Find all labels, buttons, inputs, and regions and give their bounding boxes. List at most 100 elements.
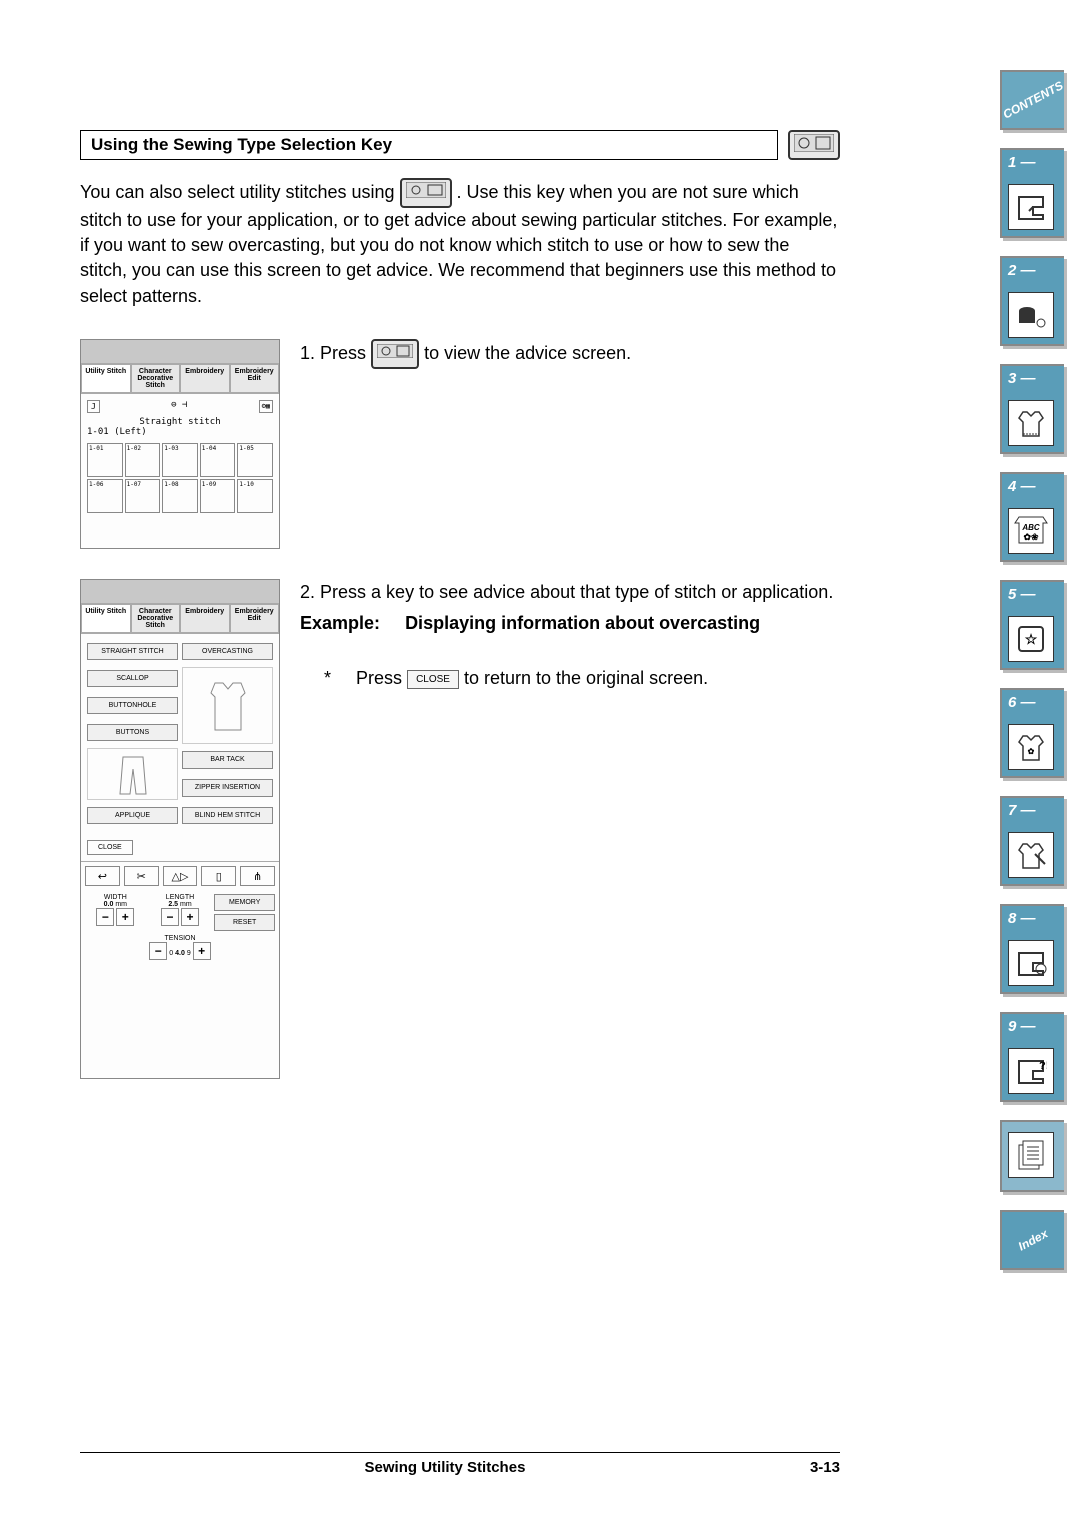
sidebar-tab-4[interactable]: 4 — ABC✿❀: [1000, 472, 1064, 562]
machine-alert-icon: ?!: [1008, 1048, 1054, 1094]
stitch-cell: 1-07: [125, 479, 161, 513]
memory-btn: MEMORY: [214, 894, 275, 911]
stitch-cell: 1-03: [162, 443, 198, 477]
step-2-text: Press a key to see advice about that typ…: [320, 582, 833, 602]
document-icon: [1008, 1132, 1054, 1178]
width-label: WIDTH: [85, 894, 146, 901]
sidebar-tab-6[interactable]: 6 — ✿: [1000, 688, 1064, 778]
tab-num: 3 —: [1008, 370, 1036, 387]
tension-label: TENSION: [85, 935, 275, 942]
stitch-cell: 1-08: [162, 479, 198, 513]
controls-row: ↩ ✂ △▷ ▯ ⋔: [81, 861, 279, 890]
plus-btn: +: [181, 908, 199, 926]
screen-close-button: CLOSE: [87, 840, 133, 855]
length-label: LENGTH: [150, 894, 211, 901]
advice-buttons: STRAIGHT STITCH OVERCASTING SCALLOP BUTT…: [81, 634, 279, 833]
tab-num: 6 —: [1008, 694, 1036, 711]
press-label: Press: [356, 668, 402, 688]
advice-bartack: BAR TACK: [182, 751, 273, 769]
minus-btn: −: [161, 908, 179, 926]
page-footer: Sewing Utility Stitches 3-13: [80, 1452, 840, 1476]
advice-zipper: ZIPPER INSERTION: [182, 779, 273, 797]
step-1-suffix: to view the advice screen.: [424, 343, 631, 363]
tab-emb: Embroidery: [180, 364, 230, 393]
step-1-num: 1.: [300, 343, 315, 363]
svg-text:☆: ☆: [1025, 631, 1038, 647]
tab-num: 9 —: [1008, 1018, 1036, 1035]
tab-num: 7 —: [1008, 802, 1036, 819]
sidebar-tab-5[interactable]: 5 — ☆: [1000, 580, 1064, 670]
screen-figure-1: Utility Stitch Character Decorative Stit…: [80, 339, 280, 549]
shirt-icon: [1008, 400, 1054, 446]
bullet: *: [324, 668, 331, 688]
intro-paragraph: You can also select utility stitches usi…: [80, 178, 840, 309]
sidebar-tab-9[interactable]: 9 — ?!: [1000, 1012, 1064, 1102]
ctrl-icon: ▯: [201, 866, 236, 886]
ctrl-icon: ✂: [124, 866, 159, 886]
abc-icon: ABC✿❀: [1008, 508, 1054, 554]
tab-utility: Utility Stitch: [81, 364, 131, 393]
tab-edit: Embroidery Edit: [230, 364, 280, 393]
intro-prefix: You can also select utility stitches usi…: [80, 182, 400, 202]
sidebar-tab-1[interactable]: 1 —: [1000, 148, 1064, 238]
screen1-tabs: Utility Stitch Character Decorative Stit…: [81, 364, 279, 394]
tab-num: 5 —: [1008, 586, 1036, 603]
tab-char: Character Decorative Stitch: [131, 364, 181, 393]
step-2-row: Utility Stitch Character Decorative Stit…: [80, 579, 840, 1079]
machine-gear-icon: [1008, 940, 1054, 986]
stitch-cell: 1-01: [87, 443, 123, 477]
tab-num: 1 —: [1008, 154, 1036, 171]
advice-overcast: OVERCASTING: [182, 643, 273, 660]
star-frame-icon: ☆: [1008, 616, 1054, 662]
tab-edit: Embroidery Edit: [230, 604, 280, 633]
ctrl-icon: ↩: [85, 866, 120, 886]
sidebar-doc[interactable]: [1000, 1120, 1064, 1192]
svg-text:ABC: ABC: [1021, 523, 1040, 532]
step-1-row: Utility Stitch Character Decorative Stit…: [80, 339, 840, 549]
close-key-inline: CLOSE: [407, 670, 459, 689]
advice-straight: STRAIGHT STITCH: [87, 643, 178, 660]
screen-figure-2: Utility Stitch Character Decorative Stit…: [80, 579, 280, 1079]
selection-key-icon: [788, 130, 840, 160]
example-label: Example:: [300, 613, 380, 633]
sidebar-nav: CONTENTS 1 — 2 — 3 — 4 — ABC✿❀ 5 — ☆ 6 —…: [1000, 70, 1080, 1270]
sewing-machine-icon: [1008, 184, 1054, 230]
shirt-illustration: [182, 667, 273, 744]
advice-blindhem: BLIND HEM STITCH: [182, 807, 273, 824]
step-2-num: 2.: [300, 582, 315, 602]
shirt-flower-icon: ✿: [1008, 724, 1054, 770]
sidebar-index[interactable]: Index: [1000, 1210, 1064, 1270]
reset-btn: RESET: [214, 914, 275, 931]
svg-text:✿: ✿: [1028, 747, 1035, 756]
example-text: Displaying information about overcasting: [405, 613, 760, 633]
stitch-cell: 1-05: [237, 443, 273, 477]
thread-spool-icon: [1008, 292, 1054, 338]
advice-applique: APPLIQUE: [87, 807, 178, 824]
selection-key-icon-inline: [400, 178, 452, 208]
section-title: Using the Sewing Type Selection Key: [80, 130, 778, 160]
stitch-cell: 1-04: [200, 443, 236, 477]
footer-section: Sewing Utility Stitches: [365, 1459, 526, 1476]
tab-num: 2 —: [1008, 262, 1036, 279]
stitch-name: Straight stitch: [87, 417, 273, 427]
sidebar-tab-8[interactable]: 8 —: [1000, 904, 1064, 994]
pants-illustration: [87, 748, 178, 800]
step-1-prefix: Press: [320, 343, 371, 363]
svg-text:✿❀: ✿❀: [1023, 532, 1039, 542]
sidebar-tab-2[interactable]: 2 —: [1000, 256, 1064, 346]
minus-btn: −: [149, 942, 167, 960]
shirt-edit-icon: [1008, 832, 1054, 878]
sidebar-contents[interactable]: CONTENTS: [1000, 70, 1064, 130]
index-label: Index: [1016, 1226, 1050, 1253]
plus-btn: +: [193, 942, 211, 960]
selection-key-icon-step1: [371, 339, 419, 370]
stitch-cell: 1-06: [87, 479, 123, 513]
return-text: to return to the original screen.: [464, 668, 708, 688]
footer-page: 3-13: [810, 1459, 840, 1476]
stitch-grid: 1-01 1-02 1-03 1-04 1-05 1-06 1-07 1-08 …: [87, 443, 273, 513]
sidebar-tab-3[interactable]: 3 —: [1000, 364, 1064, 454]
contents-label: CONTENTS: [1001, 78, 1066, 121]
ctrl-icon: ⋔: [240, 866, 275, 886]
sidebar-tab-7[interactable]: 7 —: [1000, 796, 1064, 886]
stitch-cell: 1-10: [237, 479, 273, 513]
